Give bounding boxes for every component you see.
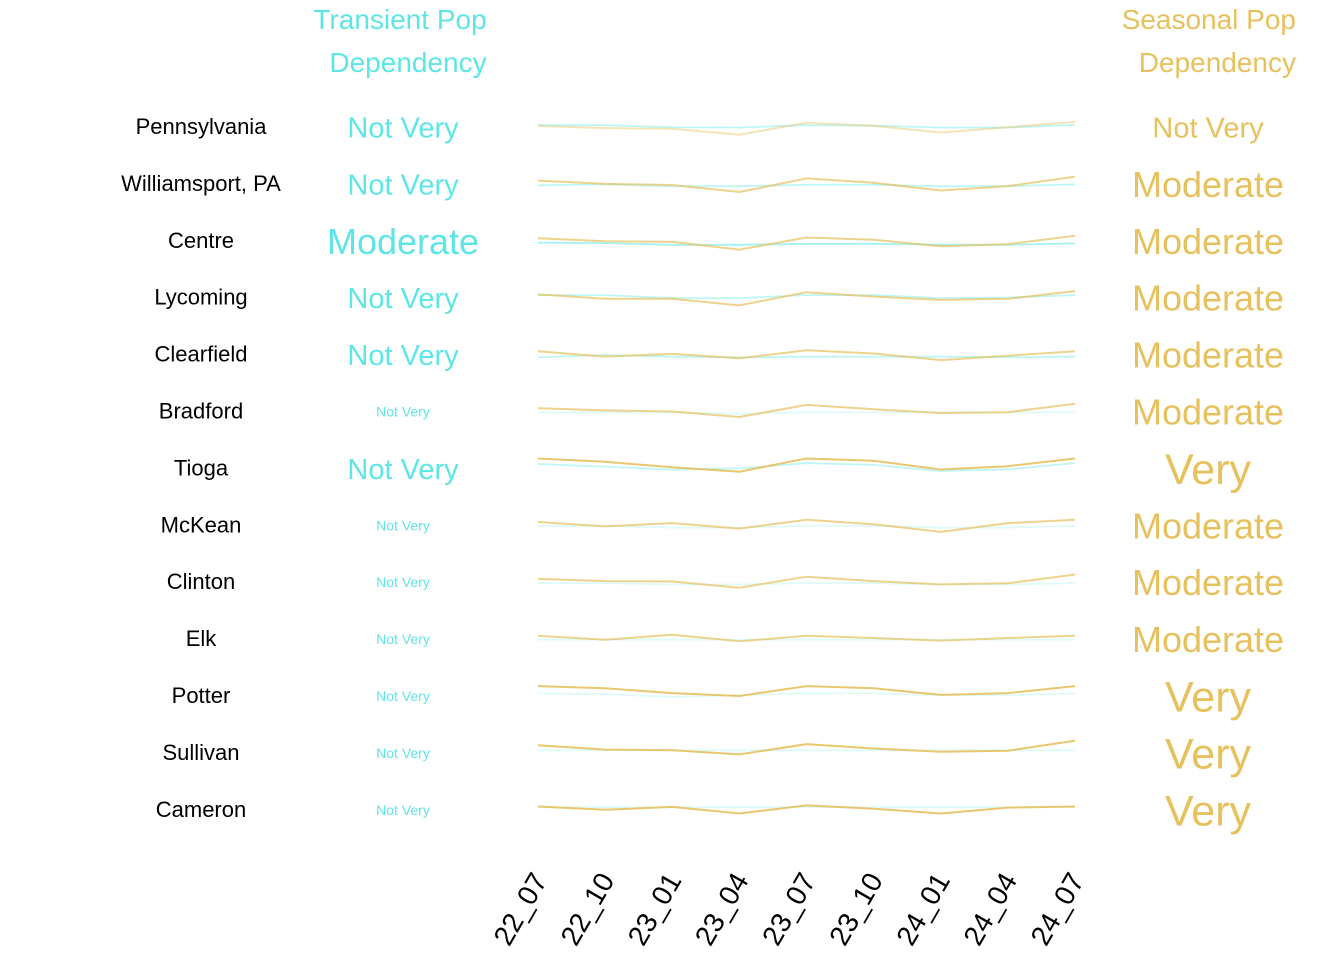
seasonal-level-label: Very xyxy=(1165,787,1252,835)
row-centre: Centre Moderate Moderate xyxy=(168,221,1284,262)
row-williamsport-pa: Williamsport, PA Not Very Moderate xyxy=(121,164,1284,205)
row-label: Tioga xyxy=(174,455,229,480)
row-cameron: Cameron Not Very Very xyxy=(156,787,1252,835)
transient-level-label: Not Very xyxy=(376,517,430,533)
seasonal-level-label: Moderate xyxy=(1132,391,1284,432)
row-clinton: Clinton Not Very Moderate xyxy=(167,562,1284,603)
transient-level-label: Not Very xyxy=(376,631,430,647)
seasonal-series-line xyxy=(537,290,1076,307)
x-tick-label: 22_07 xyxy=(487,868,553,951)
seasonal-series-line xyxy=(537,633,1076,643)
left-header-line-2: Dependency xyxy=(329,47,486,78)
row-bradford: Bradford Not Very Moderate xyxy=(159,391,1284,432)
seasonal-level-label: Very xyxy=(1165,446,1252,494)
seasonal-level-label: Moderate xyxy=(1132,505,1284,546)
row-label: Williamsport, PA xyxy=(121,171,281,196)
row-lycoming: Lycoming Not Very Moderate xyxy=(154,278,1284,319)
seasonal-level-label: Moderate xyxy=(1132,278,1284,319)
seasonal-level-label: Moderate xyxy=(1132,221,1284,262)
seasonal-level-label: Not Very xyxy=(1152,112,1264,144)
transient-level-label: Not Very xyxy=(376,688,430,704)
row-potter: Potter Not Very Very xyxy=(172,673,1252,721)
transient-series-line xyxy=(538,524,1076,529)
row-sullivan: Sullivan Not Very Very xyxy=(162,730,1251,778)
transient-level-label: Not Very xyxy=(347,169,459,201)
row-label: Centre xyxy=(168,228,234,253)
seasonal-series-line xyxy=(537,175,1076,194)
seasonal-series-line xyxy=(537,573,1076,589)
row-label: Bradford xyxy=(159,399,243,424)
transient-level-label: Not Very xyxy=(347,454,459,486)
transient-level-label: Not Very xyxy=(347,283,459,315)
transient-level-label: Not Very xyxy=(376,802,430,818)
row-clearfield: Clearfield Not Very Moderate xyxy=(155,335,1285,376)
transient-series-line xyxy=(537,462,1076,472)
right-header-line-2: Dependency xyxy=(1139,47,1296,78)
x-tick-label: 23_10 xyxy=(823,868,889,951)
row-label: Pennsylvania xyxy=(136,114,268,139)
x-tick-label: 22_10 xyxy=(555,868,621,951)
x-tick-label: 23_07 xyxy=(756,868,822,951)
seasonal-level-label: Moderate xyxy=(1132,562,1284,603)
row-label: Lycoming xyxy=(154,285,247,310)
seasonal-level-label: Moderate xyxy=(1132,619,1284,660)
row-label: Sullivan xyxy=(162,740,239,765)
seasonal-level-label: Moderate xyxy=(1132,164,1284,205)
row-elk: Elk Not Very Moderate xyxy=(186,619,1284,660)
seasonal-series-line xyxy=(537,804,1076,815)
seasonal-series-line xyxy=(537,457,1076,473)
row-label: McKean xyxy=(161,512,242,537)
x-tick-label: 24_07 xyxy=(1024,868,1090,951)
x-tick-label: 24_04 xyxy=(957,868,1023,951)
transient-level-label: Not Very xyxy=(376,745,430,761)
seasonal-level-label: Moderate xyxy=(1132,335,1284,376)
chart-rows: Pennsylvania Not Very Not VeryWilliamsport… xyxy=(121,112,1284,835)
row-pennsylvania: Pennsylvania Not Very Not Very xyxy=(136,112,1265,144)
row-label: Potter xyxy=(172,683,231,708)
seasonal-level-label: Very xyxy=(1165,673,1252,721)
row-label: Cameron xyxy=(156,797,246,822)
transient-level-label: Not Very xyxy=(347,112,459,144)
transient-series-line xyxy=(538,124,1076,129)
seasonal-series-line xyxy=(537,120,1076,136)
row-label: Clinton xyxy=(167,569,235,594)
transient-level-label: Not Very xyxy=(376,574,430,590)
left-header-line-1: Transient Pop xyxy=(313,4,486,35)
seasonal-series-line xyxy=(537,685,1076,698)
transient-level-label: Not Very xyxy=(347,340,459,372)
transient-level-label: Not Very xyxy=(376,404,430,420)
transient-level-label: Moderate xyxy=(327,221,479,262)
row-mckean: McKean Not Very Moderate xyxy=(161,505,1284,546)
row-label: Elk xyxy=(186,626,218,651)
seasonal-series-line xyxy=(537,739,1076,756)
transient-series-line xyxy=(537,692,1076,698)
x-tick-label: 23_04 xyxy=(689,868,755,951)
seasonal-level-label: Very xyxy=(1165,730,1252,778)
seasonal-series-line xyxy=(537,402,1076,419)
row-label: Clearfield xyxy=(155,342,248,367)
row-tioga: Tioga Not Very Very xyxy=(174,446,1252,494)
x-tick-label: 24_01 xyxy=(890,868,956,951)
seasonal-series-line xyxy=(537,349,1076,362)
x-tick-label: 23_01 xyxy=(622,868,688,951)
transient-series-line xyxy=(538,294,1076,300)
seasonal-series-line xyxy=(537,234,1076,251)
right-header-line-1: Seasonal Pop xyxy=(1122,4,1296,35)
seasonal-series-line xyxy=(537,518,1076,533)
x-axis: 22_07 22_10 23_01 23_04 23_07 23_10 24_01 24_04… xyxy=(487,868,1090,951)
